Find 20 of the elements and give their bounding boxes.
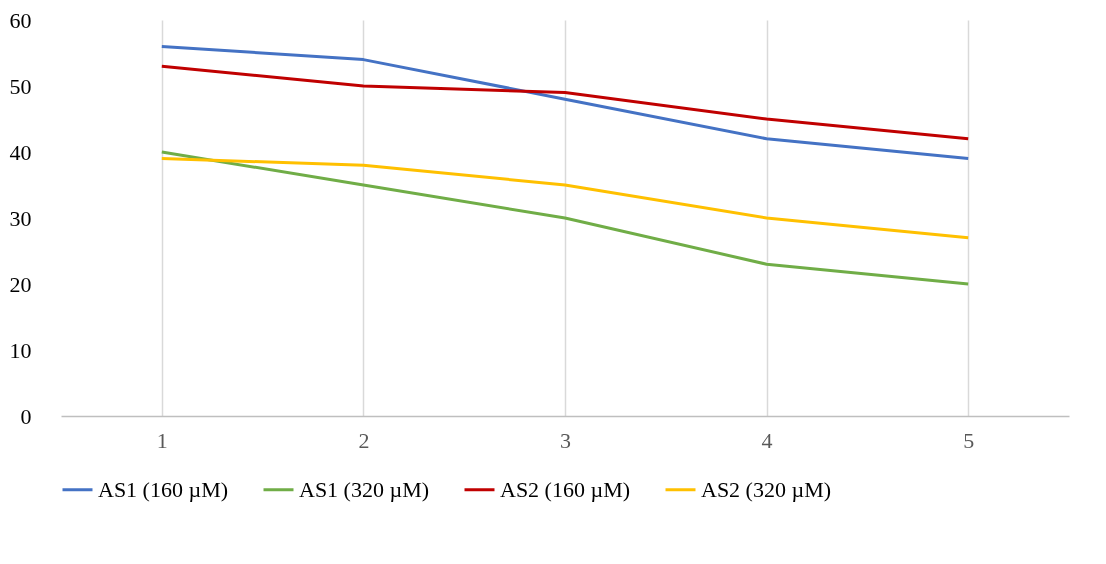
- x-tick-label: 5: [963, 427, 975, 453]
- y-tick-label: 0: [20, 403, 32, 429]
- x-tick-label: 2: [358, 427, 370, 453]
- line-series: [160, 150, 970, 286]
- y-tick-label: 40: [9, 139, 32, 165]
- line-series: [160, 64, 970, 141]
- legend-label: AS2 (160 µM): [500, 476, 631, 502]
- line-series: [160, 157, 970, 240]
- legend-label: AS1 (320 µM): [299, 476, 430, 502]
- legend-label: AS1 (160 µM): [98, 476, 229, 502]
- line-series: [160, 44, 970, 161]
- y-tick-label: 10: [9, 337, 32, 363]
- x-tick-label: 1: [156, 427, 168, 453]
- y-tick-label: 50: [9, 73, 32, 99]
- x-tick-label: 3: [560, 427, 571, 453]
- y-tick-label: 60: [9, 7, 32, 33]
- legend-label: AS2 (320 µM): [701, 476, 832, 502]
- x-tick-label: 4: [761, 427, 773, 453]
- y-tick-label: 20: [9, 271, 32, 297]
- y-tick-label: 30: [9, 205, 32, 231]
